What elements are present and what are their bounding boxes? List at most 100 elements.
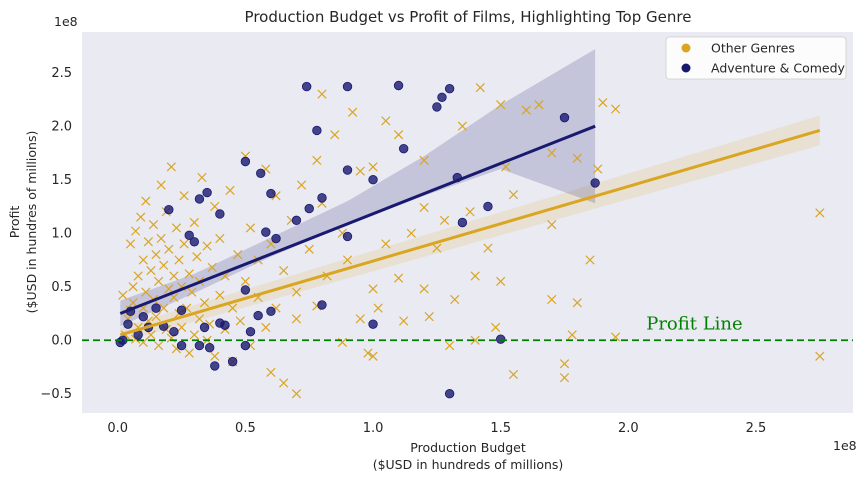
point-other-genres <box>184 348 194 358</box>
point-other-genres <box>419 155 429 166</box>
point-other-genres <box>199 298 210 308</box>
point-adventure-comedy <box>291 215 302 226</box>
y-tick-label: 2.0 <box>51 120 72 135</box>
point-other-genres <box>593 164 603 174</box>
point-adventure-comedy <box>210 361 220 371</box>
point-adventure-comedy <box>202 187 212 198</box>
point-adventure-comedy <box>256 168 266 178</box>
point-other-genres <box>470 335 480 345</box>
point-other-genres <box>450 294 460 305</box>
point-adventure-comedy <box>261 227 271 237</box>
reference-line-group: Profit Line <box>82 314 853 342</box>
profit-line-label: Profit Line <box>646 314 742 335</box>
point-other-genres <box>133 271 143 281</box>
point-other-genres <box>432 243 442 253</box>
y-tick-label: −0.5 <box>40 387 72 402</box>
point-other-genres <box>521 105 531 115</box>
point-adventure-comedy <box>189 237 200 247</box>
point-other-genres <box>508 369 519 380</box>
point-other-genres <box>153 340 164 351</box>
point-other-genres <box>475 83 485 93</box>
point-other-genres <box>547 220 557 230</box>
point-other-genres <box>381 116 391 126</box>
point-adventure-comedy <box>138 311 148 322</box>
point-other-genres <box>215 290 225 300</box>
point-other-genres <box>128 282 138 292</box>
point-adventure-comedy <box>368 319 378 329</box>
confidence-band-1 <box>120 49 596 327</box>
point-other-genres <box>815 351 825 361</box>
y-axis-label-line1: Profit <box>7 206 22 239</box>
point-other-genres <box>291 287 302 297</box>
point-adventure-comedy <box>368 174 378 185</box>
legend-marker-other-genres <box>681 43 691 53</box>
y-tick-label: 1.0 <box>51 227 72 242</box>
y-tick-label: 0.0 <box>51 334 72 349</box>
x-offset-label: 1e8 <box>833 438 857 453</box>
point-adventure-comedy <box>301 81 312 92</box>
point-other-genres <box>138 255 148 265</box>
x-tick-label: 0.5 <box>235 421 256 436</box>
point-other-genres <box>166 162 176 172</box>
x-tick-label: 0.0 <box>107 421 128 436</box>
point-other-genres <box>174 255 184 265</box>
point-other-genres <box>235 316 245 326</box>
point-other-genres <box>215 233 225 244</box>
point-adventure-comedy <box>317 300 327 310</box>
point-other-genres <box>156 180 166 190</box>
x-axis-label-line1: Production Budget <box>410 440 526 455</box>
point-adventure-comedy <box>194 340 205 351</box>
point-other-genres <box>815 208 825 218</box>
x-tick-label: 1.0 <box>363 421 384 436</box>
confidence-bands <box>120 49 820 343</box>
regression-line-1 <box>119 124 596 315</box>
point-other-genres <box>393 130 404 140</box>
point-adventure-comedy <box>342 81 353 92</box>
point-other-genres <box>153 276 164 286</box>
point-other-genres <box>187 287 197 297</box>
point-other-genres <box>547 294 557 305</box>
point-other-genres <box>439 215 450 225</box>
point-adventure-comedy <box>184 230 194 241</box>
point-other-genres <box>470 271 480 281</box>
point-adventure-comedy <box>317 193 327 203</box>
point-adventure-comedy <box>194 194 205 204</box>
point-adventure-comedy <box>227 356 238 367</box>
point-other-genres <box>184 269 194 279</box>
point-other-genres <box>266 367 276 377</box>
point-other-genres <box>373 303 383 313</box>
x-axis-ticks: 0.0 0.5 1.0 1.5 2.0 2.5 <box>107 421 766 436</box>
point-adventure-comedy <box>220 320 230 330</box>
point-other-genres <box>304 244 314 254</box>
point-adventure-comedy <box>483 201 493 212</box>
point-other-genres <box>164 244 174 254</box>
point-other-genres <box>225 185 235 196</box>
point-other-genres <box>128 298 138 308</box>
y-offset-label: 1e8 <box>54 14 78 29</box>
point-other-genres <box>125 239 136 249</box>
point-other-genres <box>291 314 302 324</box>
point-adventure-comedy <box>266 188 276 199</box>
point-other-genres <box>179 191 189 201</box>
x-tick-label: 2.5 <box>746 421 767 436</box>
point-adventure-comedy <box>123 319 133 329</box>
point-other-genres <box>296 180 307 190</box>
point-other-genres <box>312 155 322 166</box>
point-other-genres <box>610 104 621 114</box>
legend-label-adventure-comedy: Adventure & Comedy <box>711 61 846 76</box>
point-other-genres <box>465 207 475 217</box>
legend: Other Genres Adventure & Comedy <box>665 36 847 80</box>
point-other-genres <box>368 284 378 294</box>
point-other-genres <box>189 217 199 228</box>
point-other-genres <box>559 373 570 383</box>
point-adventure-comedy <box>240 156 251 167</box>
point-other-genres <box>490 322 501 333</box>
point-other-genres <box>347 107 358 117</box>
point-adventure-comedy <box>240 285 251 295</box>
y-tick-label: 1.5 <box>51 173 72 188</box>
point-adventure-comedy <box>253 310 263 321</box>
point-adventure-comedy <box>204 343 215 353</box>
point-other-genres <box>197 172 207 183</box>
point-other-genres <box>240 276 251 286</box>
point-other-genres <box>156 233 166 244</box>
